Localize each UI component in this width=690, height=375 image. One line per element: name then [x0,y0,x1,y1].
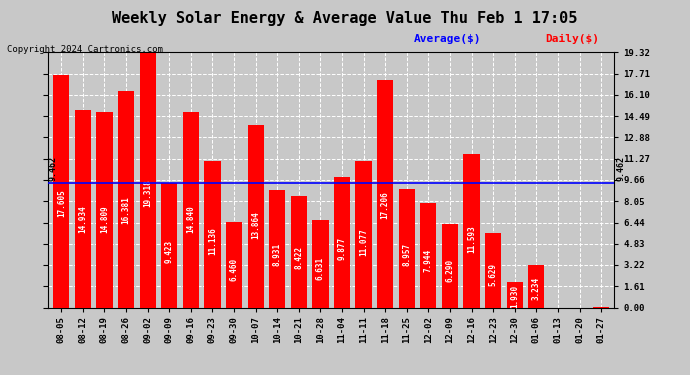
Bar [161,183,177,308]
Bar [53,75,70,307]
Text: 6.460: 6.460 [230,258,239,281]
Text: 9.462: 9.462 [616,156,625,181]
Bar [377,80,393,308]
Bar [139,53,156,308]
Text: 13.864: 13.864 [251,211,260,239]
Text: 11.077: 11.077 [359,228,368,256]
Text: 1.930: 1.930 [511,285,520,308]
Text: 11.593: 11.593 [467,225,476,252]
Bar [118,91,134,308]
Text: 19.318: 19.318 [143,179,152,207]
Bar [464,154,480,308]
Bar [485,233,501,308]
Bar [226,222,242,308]
Bar [506,282,523,308]
Text: Daily($): Daily($) [545,34,599,44]
Bar [420,202,437,308]
Text: 16.381: 16.381 [121,196,130,224]
Text: 11.136: 11.136 [208,228,217,255]
Text: 5.629: 5.629 [489,262,497,286]
Bar [75,110,91,308]
Text: 17.206: 17.206 [381,191,390,219]
Text: 6.290: 6.290 [446,259,455,282]
Bar [248,124,264,308]
Bar [313,220,328,308]
Text: 9.462: 9.462 [48,156,57,181]
Text: Weekly Solar Energy & Average Value Thu Feb 1 17:05: Weekly Solar Energy & Average Value Thu … [112,11,578,26]
Text: 14.840: 14.840 [186,206,195,233]
Bar [183,112,199,308]
Bar [334,177,350,308]
Text: 8.931: 8.931 [273,243,282,266]
Text: 8.422: 8.422 [295,246,304,269]
Text: 3.234: 3.234 [532,277,541,300]
Text: 9.423: 9.423 [165,240,174,263]
Text: 8.957: 8.957 [402,243,411,266]
Text: Average($): Average($) [414,34,482,44]
Text: Copyright 2024 Cartronics.com: Copyright 2024 Cartronics.com [7,45,163,54]
Text: 17.605: 17.605 [57,189,66,217]
Bar [97,112,112,308]
Bar [399,189,415,308]
Bar [290,196,307,308]
Bar [355,161,372,308]
Text: 14.809: 14.809 [100,206,109,233]
Bar [269,190,285,308]
Bar [442,225,458,308]
Text: 14.934: 14.934 [79,205,88,232]
Text: 6.631: 6.631 [316,256,325,280]
Text: 7.944: 7.944 [424,249,433,272]
Text: 9.877: 9.877 [337,237,346,260]
Bar [204,160,221,308]
Bar [529,265,544,308]
